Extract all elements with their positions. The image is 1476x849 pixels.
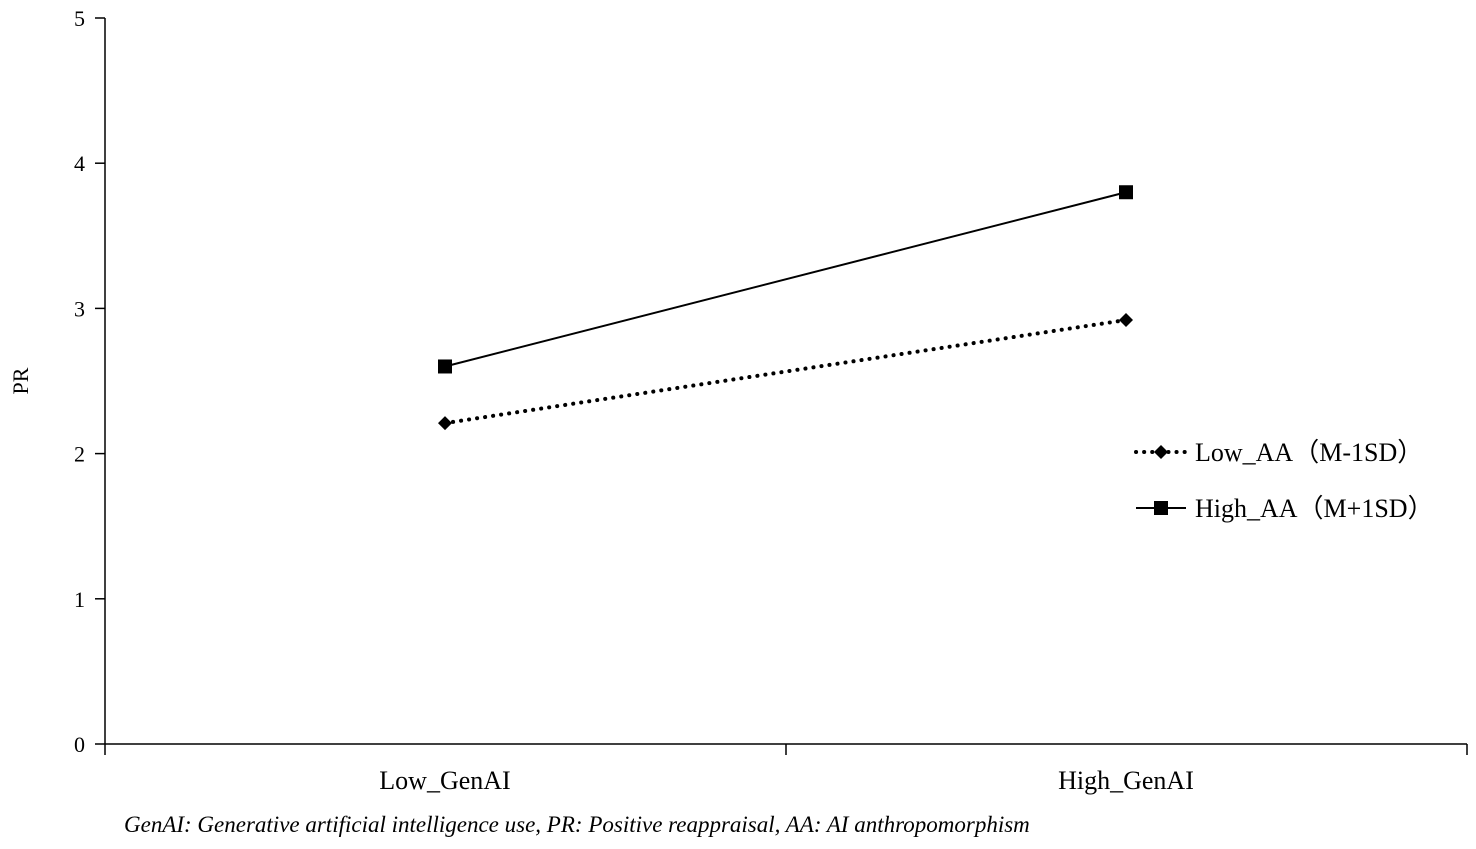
y-axis-title: PR (8, 367, 33, 394)
legend-marker-square (1154, 501, 1168, 515)
x-category-label: Low_GenAI (379, 766, 510, 795)
series-low-aa (438, 313, 1133, 431)
series-line (443, 318, 1128, 426)
legend-item: Low_AA（M-1SD） (1134, 438, 1423, 467)
x-category-label: High_GenAI (1058, 766, 1194, 795)
axes (104, 18, 1468, 755)
data-point-diamond (1119, 313, 1133, 328)
data-point-square (1119, 185, 1133, 200)
y-tick-label: 3 (74, 296, 85, 321)
legend: Low_AA（M-1SD） High_AA（M+1SD） (1134, 438, 1434, 523)
legend-label: Low_AA（M-1SD） (1195, 438, 1423, 467)
data-point-square (438, 359, 452, 374)
series-layer (438, 185, 1133, 431)
series-high-aa (438, 185, 1133, 374)
data-point-diamond (438, 416, 452, 431)
y-tick-label: 4 (74, 151, 85, 176)
legend-label: High_AA（M+1SD） (1195, 494, 1434, 523)
series-line (444, 191, 1127, 368)
y-tick-label: 2 (74, 442, 85, 467)
y-tick-label: 1 (74, 587, 85, 612)
y-tick-label: 5 (74, 6, 85, 31)
y-axis-ticks: 0 1 2 3 4 5 (74, 6, 105, 757)
legend-marker-diamond (1154, 445, 1168, 459)
y-tick-label: 0 (74, 732, 85, 757)
figure-note: GenAI: Generative artificial intelligenc… (124, 812, 1030, 837)
legend-item: High_AA（M+1SD） (1136, 494, 1434, 523)
x-axis-categories: Low_GenAI High_GenAI (379, 766, 1194, 795)
